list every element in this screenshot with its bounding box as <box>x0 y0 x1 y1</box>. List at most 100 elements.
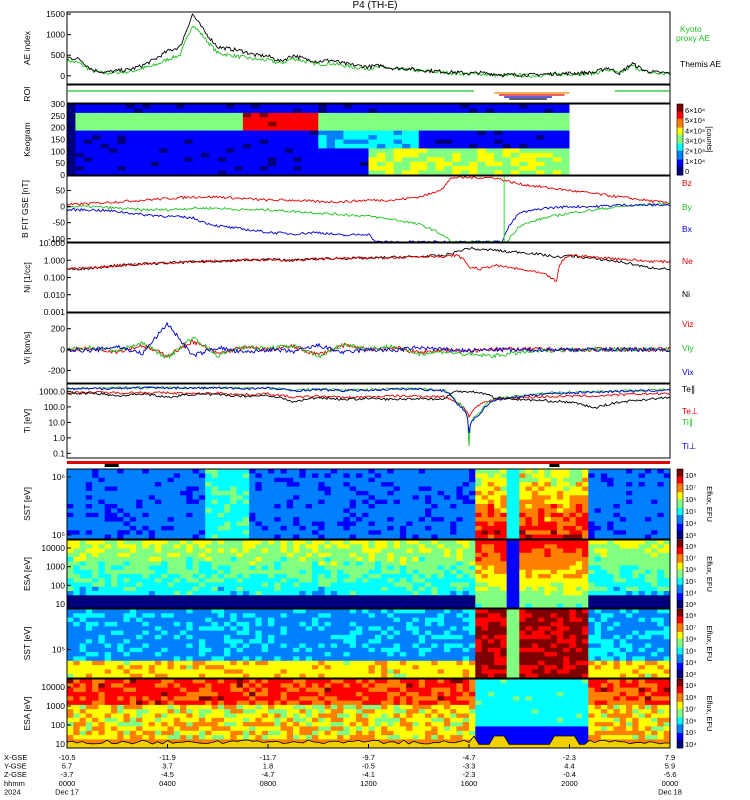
esa_i-cell <box>318 561 325 566</box>
sst_e-cell <box>98 517 106 522</box>
keogram-cell <box>309 161 319 167</box>
sst_e-cell <box>249 482 256 487</box>
keogram-cell <box>460 152 470 158</box>
sst_e-cell <box>268 534 275 540</box>
sst_e-colorbar-cell <box>677 511 683 514</box>
esa_i-cell <box>217 552 225 558</box>
keogram-cell <box>175 135 185 140</box>
esa_i-cell <box>588 599 595 605</box>
keogram-cell <box>276 117 286 123</box>
sst_i-cell <box>117 647 124 653</box>
esa_i-cell <box>368 557 376 562</box>
esa_i-cell <box>180 582 187 588</box>
keogram-cell <box>494 112 503 118</box>
sst_i-cell <box>230 617 237 623</box>
sst_e-colorbar-tick: 10⁷ <box>685 483 696 492</box>
esa_i-cell <box>73 603 80 609</box>
sst_e-cell <box>343 508 351 514</box>
esa_i-cell <box>406 569 413 575</box>
sst_i-cell <box>242 626 250 631</box>
sst_i-cell <box>148 665 156 670</box>
esa_i-cell <box>67 574 74 579</box>
sst_e-cell <box>337 495 344 501</box>
sst_i-cell <box>104 647 112 653</box>
keogram-cell <box>460 135 470 140</box>
sst_e-cell <box>236 530 244 536</box>
keogram-cell <box>159 108 168 114</box>
sst_i-cell <box>161 656 168 662</box>
sst_e-cell <box>613 534 621 540</box>
sst_e-cell <box>318 486 325 492</box>
sst_e-cell <box>324 534 332 540</box>
sst_i-cell <box>173 630 181 636</box>
sst_i-cell <box>198 630 206 636</box>
sst_e-cell <box>255 525 263 531</box>
sst_e-cell <box>494 477 501 483</box>
esa_i-cell <box>594 574 602 579</box>
sst_e-cell <box>506 508 514 514</box>
sst_i-cell <box>198 643 206 649</box>
sst_e-cell <box>425 469 432 474</box>
sst_e-cell <box>443 508 451 514</box>
sst_e-cell <box>230 521 237 527</box>
sst_e-cell <box>205 490 212 496</box>
esa_i-cell <box>217 565 225 571</box>
sst_e-cell <box>443 469 451 474</box>
esa_i-cell <box>142 591 150 596</box>
sst_i-cell <box>230 643 237 649</box>
sst_e-colorbar-cell <box>677 523 683 526</box>
esa_i-cell <box>663 586 671 592</box>
esa_i-cell <box>92 578 99 583</box>
sst_i-cell <box>286 656 294 662</box>
esa_i-cell <box>544 565 552 571</box>
esa_i-cell <box>73 569 80 575</box>
esa_i-cell <box>381 591 388 596</box>
esa_i-cell <box>600 578 608 583</box>
sst_e-cell <box>425 521 432 527</box>
keogram-cell <box>117 152 127 158</box>
sst_e-colorbar-cell <box>677 504 683 507</box>
keogram-cell <box>192 104 202 109</box>
keogram-cell <box>393 152 403 158</box>
sst_e-cell <box>73 499 80 505</box>
sst_i-cell <box>148 621 156 627</box>
sst_e-cell <box>462 499 470 505</box>
esa_i-cell <box>462 544 470 549</box>
sst_e-cell <box>362 521 369 527</box>
esa_i-cell <box>154 603 162 609</box>
density-ytick-label: 10.000 <box>39 238 65 248</box>
sst_e-cell <box>469 499 476 505</box>
sst_e-cell <box>330 504 338 509</box>
keogram-cell <box>536 170 545 176</box>
esa_i-cell <box>594 578 602 583</box>
sst_e-cell <box>268 521 275 527</box>
keogram-cell <box>368 139 378 145</box>
sst_e-cell <box>387 504 394 509</box>
sst_i-cell <box>104 621 112 627</box>
keogram-cell <box>67 112 76 118</box>
esa_i-cell <box>563 595 570 600</box>
sst_e-cell <box>406 512 413 518</box>
esa_i-cell <box>205 591 212 596</box>
esa_i-cell <box>513 595 520 600</box>
temperature-ytick-label: 1.0 <box>53 433 65 443</box>
keogram-cell <box>125 126 135 131</box>
sst_e-cell <box>594 521 602 527</box>
sst_e-colorbar-cell <box>677 470 683 473</box>
esa_i-cell <box>123 582 131 588</box>
sst_e-cell <box>230 477 237 483</box>
sst_e-cell <box>67 469 74 474</box>
sst_e-cell <box>92 530 99 536</box>
sst_i-cell <box>293 630 300 636</box>
sst_i-cell <box>142 617 150 623</box>
esa_i-cell <box>431 557 438 562</box>
keogram-cell <box>443 148 453 154</box>
sst_e-cell <box>487 495 495 501</box>
sst_i-cell <box>318 621 325 627</box>
keogram-cell <box>477 104 487 109</box>
sst_i-cell <box>142 665 150 670</box>
esa_i-cell <box>305 603 313 609</box>
sst_e-cell <box>324 504 332 509</box>
sst_e-cell <box>538 521 545 527</box>
sst_e-cell <box>374 534 382 540</box>
